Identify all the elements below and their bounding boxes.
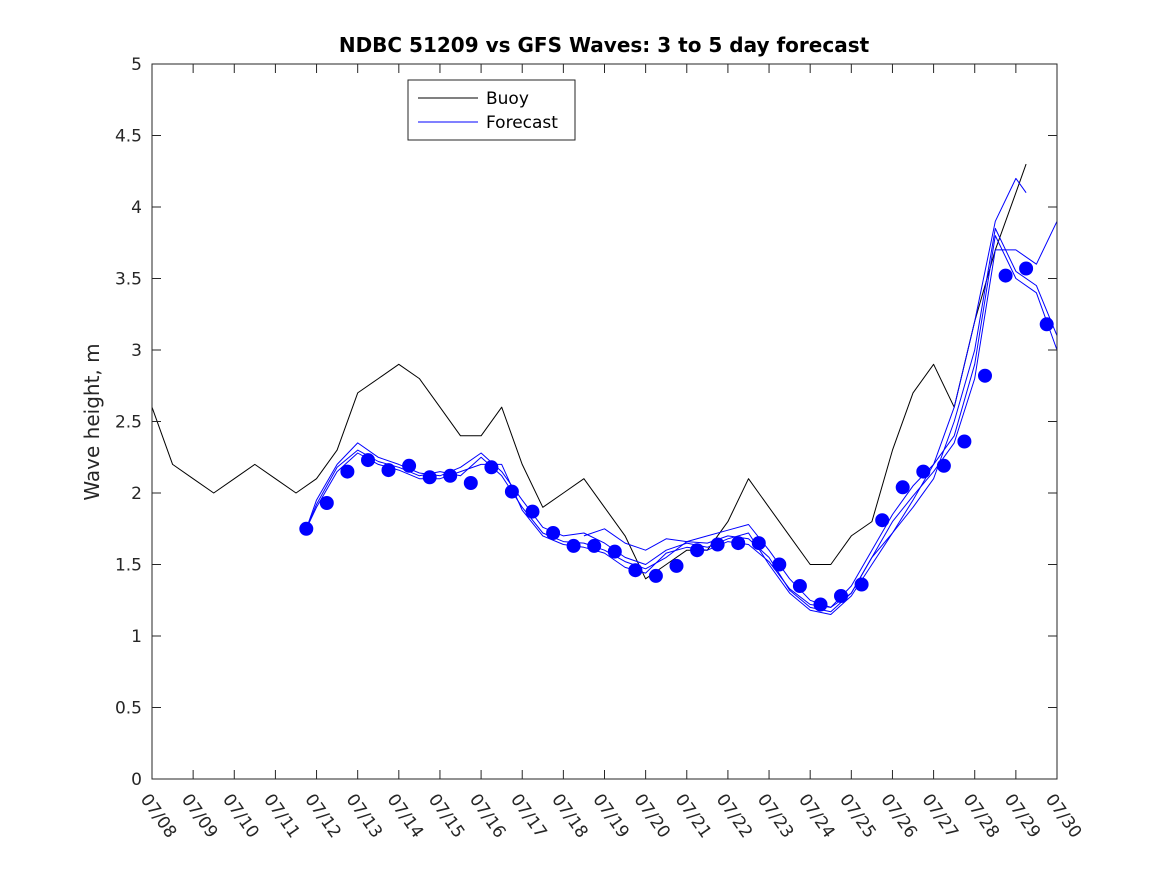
forecast-marker	[546, 526, 561, 540]
series-line-buoy-0	[151, 163, 1027, 580]
y-tick-label: 2.5	[115, 413, 142, 433]
y-tick-label: 3.5	[115, 270, 142, 290]
forecast-marker	[361, 453, 375, 468]
forecast-marker	[895, 480, 910, 495]
forecast-marker	[916, 464, 931, 479]
y-tick-label: 4.5	[115, 127, 142, 147]
forecast-marker	[299, 521, 314, 536]
forecast-marker	[484, 460, 499, 475]
chart-title: NDBC 51209 vs GFS Waves: 3 to 5 day fore…	[339, 33, 870, 57]
series-line-forecast-2	[305, 227, 1058, 615]
forecast-marker	[690, 543, 705, 558]
forecast-marker	[957, 434, 972, 449]
legend-entry-buoy: Buoy	[486, 89, 529, 109]
legend: Buoy Forecast	[407, 79, 576, 141]
y-tick-label: 1.5	[115, 556, 142, 576]
y-tick-label: 0	[131, 770, 142, 790]
forecast-marker	[772, 557, 787, 572]
forecast-marker	[998, 268, 1013, 283]
forecast-marker	[710, 537, 725, 552]
forecast-marker	[402, 458, 417, 473]
y-tick-label: 5	[131, 55, 142, 75]
legend-entry-forecast: Forecast	[486, 113, 558, 133]
forecast-marker	[875, 513, 890, 528]
forecast-marker	[1019, 261, 1034, 276]
forecast-marker	[422, 470, 437, 485]
forecast-marker	[854, 577, 869, 592]
forecast-marker	[792, 579, 807, 593]
forecast-marker	[443, 468, 458, 483]
forecast-marker	[628, 563, 643, 578]
forecast-marker	[463, 476, 478, 490]
forecast-marker	[669, 558, 684, 573]
y-axis-label: Wave height, m	[80, 343, 104, 500]
forecast-marker	[751, 536, 766, 551]
series-line-forecast-4	[583, 177, 1027, 608]
series-line-forecast-3	[305, 235, 1058, 608]
y-tick-label: 1	[131, 627, 142, 647]
y-tick-label: 3	[131, 341, 142, 361]
forecast-marker	[834, 589, 848, 603]
forecast-marker	[731, 536, 746, 551]
forecast-marker	[978, 368, 992, 383]
y-tick-label: 0.5	[115, 699, 142, 719]
series-line-forecast-1	[305, 221, 1058, 613]
y-tick-label: 2	[131, 484, 142, 504]
forecast-marker	[648, 568, 663, 583]
forecast-marker	[607, 544, 622, 559]
legend-box	[407, 79, 576, 141]
forecast-marker	[936, 458, 951, 473]
forecast-marker	[525, 504, 540, 519]
forecast-marker	[340, 464, 355, 479]
forecast-marker	[504, 484, 519, 499]
plot-area	[151, 64, 1058, 779]
forecast-marker	[566, 538, 581, 553]
forecast-marker	[319, 496, 334, 510]
forecast-marker	[813, 597, 828, 612]
forecast-marker	[381, 463, 396, 478]
plot-background	[152, 64, 1057, 779]
forecast-marker	[587, 538, 602, 553]
forecast-marker	[1039, 317, 1054, 332]
y-tick-label: 4	[131, 198, 142, 218]
